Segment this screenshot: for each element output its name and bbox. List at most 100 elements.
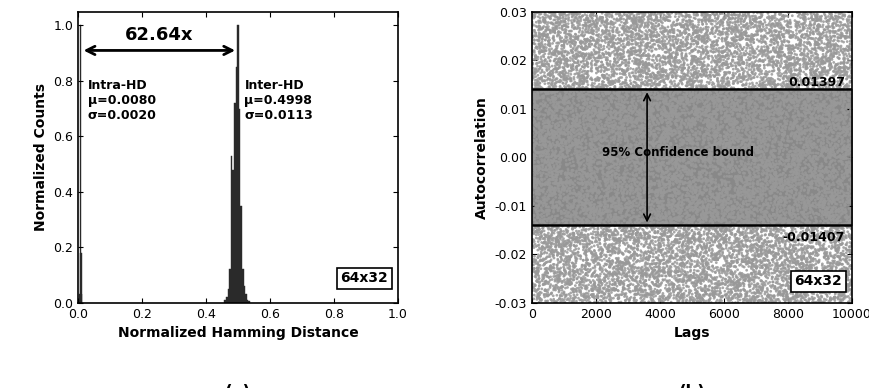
Point (752, 90, 766, 96)
Point (682, 253, 696, 259)
Point (768, 121, 782, 127)
Point (695, 168, 709, 174)
Point (780, 293, 794, 300)
Point (696, 261, 710, 267)
Point (573, 14, 587, 21)
Point (753, 24, 766, 31)
Point (703, 69, 717, 75)
Point (828, 118, 842, 124)
Point (784, 284, 798, 290)
Point (840, 224, 854, 230)
Point (586, 9, 600, 15)
Point (600, 149, 614, 156)
Point (733, 73, 746, 79)
Point (728, 12, 742, 18)
Point (620, 17, 634, 23)
Point (807, 262, 821, 268)
Point (598, 159, 612, 166)
Point (662, 210, 676, 216)
Point (544, 257, 558, 263)
Point (629, 42, 643, 48)
Point (566, 66, 580, 72)
Point (678, 154, 692, 161)
Point (786, 238, 800, 244)
Point (658, 269, 672, 275)
Point (680, 23, 694, 29)
Point (609, 111, 623, 118)
Point (661, 14, 675, 20)
Point (529, 33, 543, 39)
Point (682, 202, 696, 208)
Point (555, 284, 569, 290)
Point (821, 253, 835, 259)
Point (774, 52, 788, 58)
Point (754, 250, 768, 256)
Point (806, 61, 820, 67)
Point (598, 34, 612, 40)
Point (701, 223, 715, 229)
Point (607, 33, 620, 40)
Point (551, 152, 565, 159)
Point (548, 87, 562, 93)
Point (607, 151, 621, 157)
Point (834, 15, 848, 21)
Point (747, 108, 761, 114)
Point (580, 26, 594, 32)
Point (566, 127, 580, 133)
Point (635, 180, 649, 186)
Point (680, 124, 693, 130)
Point (744, 190, 758, 196)
Point (667, 285, 680, 291)
Point (588, 57, 602, 63)
Point (587, 170, 600, 176)
Point (772, 199, 786, 205)
Point (720, 25, 733, 31)
Point (836, 128, 850, 135)
Point (581, 154, 595, 160)
Point (766, 23, 780, 29)
Point (587, 159, 600, 165)
Point (784, 106, 798, 112)
Point (552, 219, 566, 225)
Point (742, 66, 756, 73)
Point (640, 210, 653, 216)
Point (799, 202, 813, 208)
Point (692, 294, 706, 301)
Point (813, 102, 827, 108)
Point (587, 215, 600, 221)
Point (770, 63, 784, 69)
Point (812, 258, 826, 265)
Point (761, 55, 775, 61)
Point (547, 188, 561, 194)
Point (804, 63, 818, 69)
Point (685, 116, 699, 122)
Point (786, 258, 799, 264)
Point (767, 28, 781, 34)
Point (763, 134, 777, 140)
Point (583, 131, 597, 137)
Point (797, 60, 811, 66)
Point (743, 187, 757, 194)
Point (836, 261, 850, 267)
Point (738, 121, 752, 127)
Point (553, 91, 567, 97)
Point (548, 278, 562, 284)
Point (652, 283, 666, 289)
Point (703, 73, 717, 79)
Point (740, 33, 754, 39)
Point (831, 190, 845, 196)
Point (681, 187, 695, 193)
Point (555, 43, 569, 49)
Point (720, 81, 733, 87)
Point (693, 175, 706, 181)
Point (617, 37, 631, 43)
Point (527, 13, 541, 19)
Point (706, 213, 720, 220)
Point (541, 298, 554, 304)
Point (777, 146, 791, 152)
Point (590, 161, 604, 167)
Point (683, 237, 697, 243)
Point (789, 118, 803, 124)
Point (843, 122, 857, 128)
Point (788, 105, 802, 111)
